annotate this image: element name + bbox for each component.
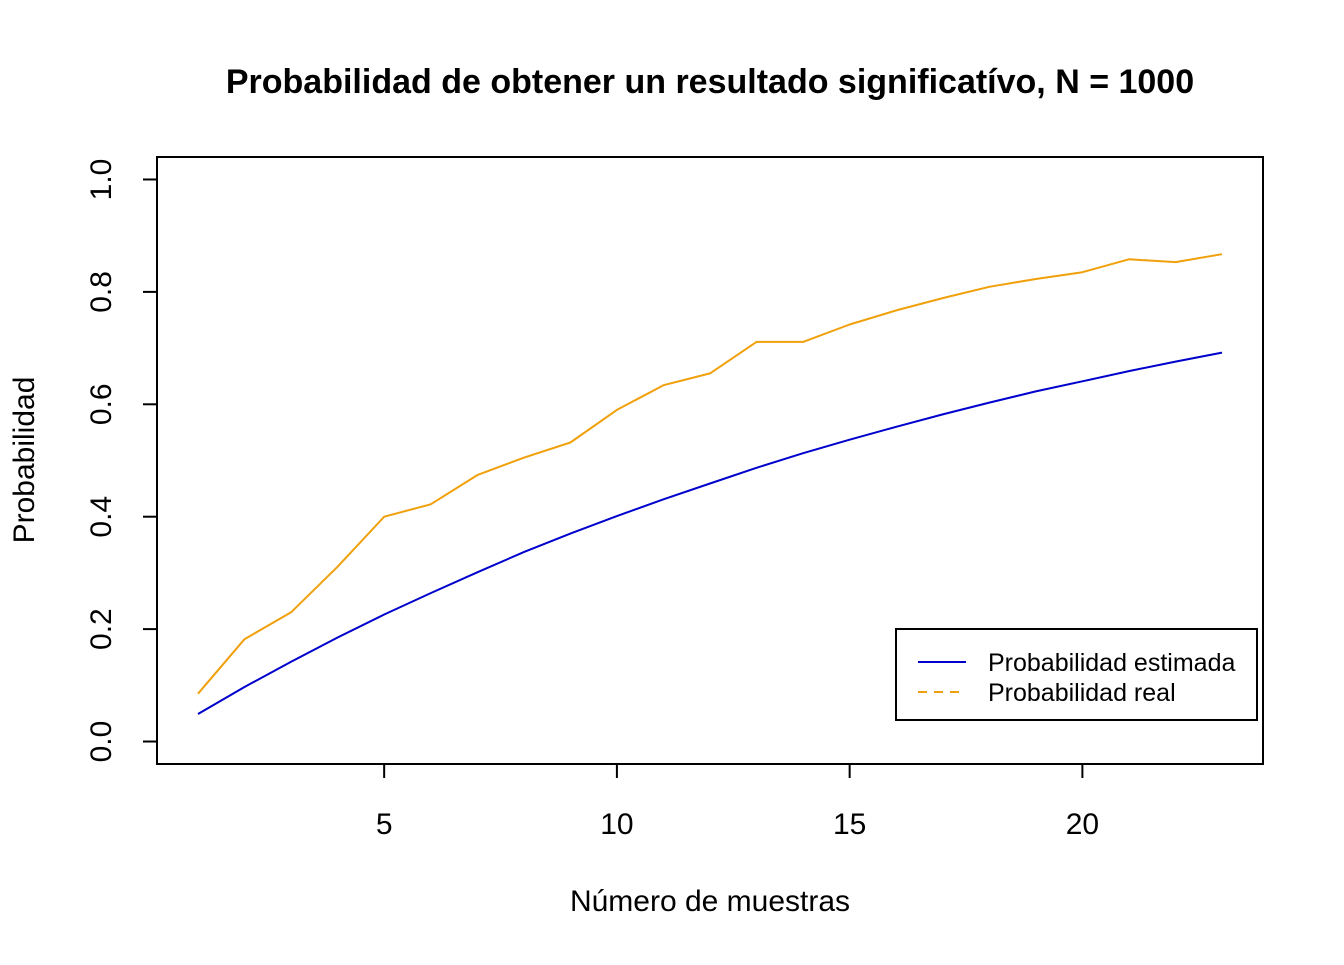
x-tick-label: 10 (600, 808, 633, 841)
y-tick-label: 0.2 (85, 608, 118, 650)
y-tick-label: 0.0 (85, 721, 118, 763)
y-axis-title: Probabilidad (8, 377, 41, 544)
chart-title: Probabilidad de obtener un resultado sig… (226, 63, 1194, 101)
y-tick-label: 1.0 (85, 159, 118, 201)
y-tick-label: 0.8 (85, 271, 118, 313)
series-line-2 (197, 253, 1223, 695)
x-tick-label: 20 (1066, 808, 1099, 841)
x-axis-title: Número de muestras (570, 885, 850, 918)
y-tick-label: 0.4 (85, 496, 118, 538)
x-tick-label: 5 (376, 808, 393, 841)
x-axis: 5 10 15 20 (376, 763, 1099, 841)
legend-label: Probabilidad estimada (988, 649, 1235, 677)
series-line-1 (197, 351, 1223, 715)
y-tick-label: 0.6 (85, 383, 118, 425)
series-lines (197, 253, 1223, 715)
y-axis: 0.0 0.2 0.4 0.6 0.8 1.0 (85, 159, 158, 763)
legend-label: Probabilidad real (988, 679, 1176, 707)
x-tick-label: 15 (833, 808, 866, 841)
legend-box (895, 628, 1258, 721)
